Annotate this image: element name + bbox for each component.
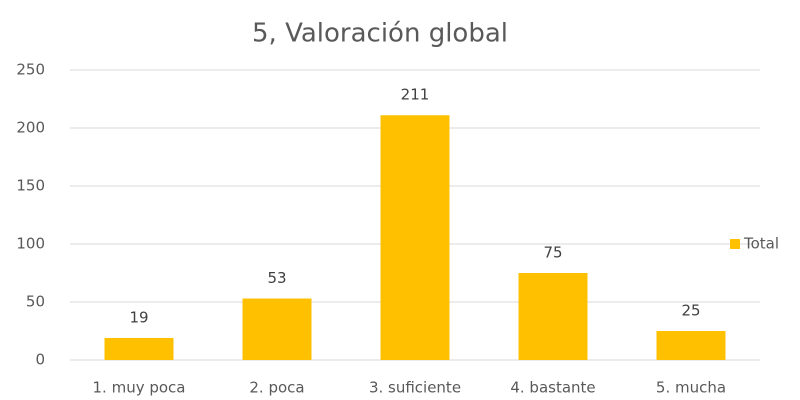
bar (242, 298, 312, 360)
x-tick-label: 2. poca (249, 379, 304, 397)
y-tick-label: 100 (16, 235, 45, 253)
data-label: 75 (543, 244, 562, 262)
x-tick-label: 1. muy poca (93, 379, 186, 397)
bar (380, 115, 450, 361)
chart-title: 5, Valoración global (252, 19, 508, 49)
data-label: 53 (267, 269, 286, 287)
bar (518, 273, 588, 360)
bar (104, 337, 174, 360)
x-tick-label: 4. bastante (510, 379, 595, 397)
y-tick-label: 0 (35, 351, 45, 369)
legend-label: Total (743, 235, 779, 253)
bar (656, 331, 726, 360)
y-tick-label: 250 (16, 61, 45, 79)
y-tick-label: 200 (16, 119, 45, 137)
data-label: 211 (401, 86, 430, 104)
data-label: 19 (129, 308, 148, 326)
legend-swatch (730, 239, 740, 249)
x-tick-label: 3. suficiente (369, 379, 461, 397)
x-tick-label: 5. mucha (656, 379, 726, 397)
data-label: 25 (681, 302, 700, 320)
y-tick-label: 150 (16, 177, 45, 195)
y-tick-label: 50 (26, 293, 45, 311)
